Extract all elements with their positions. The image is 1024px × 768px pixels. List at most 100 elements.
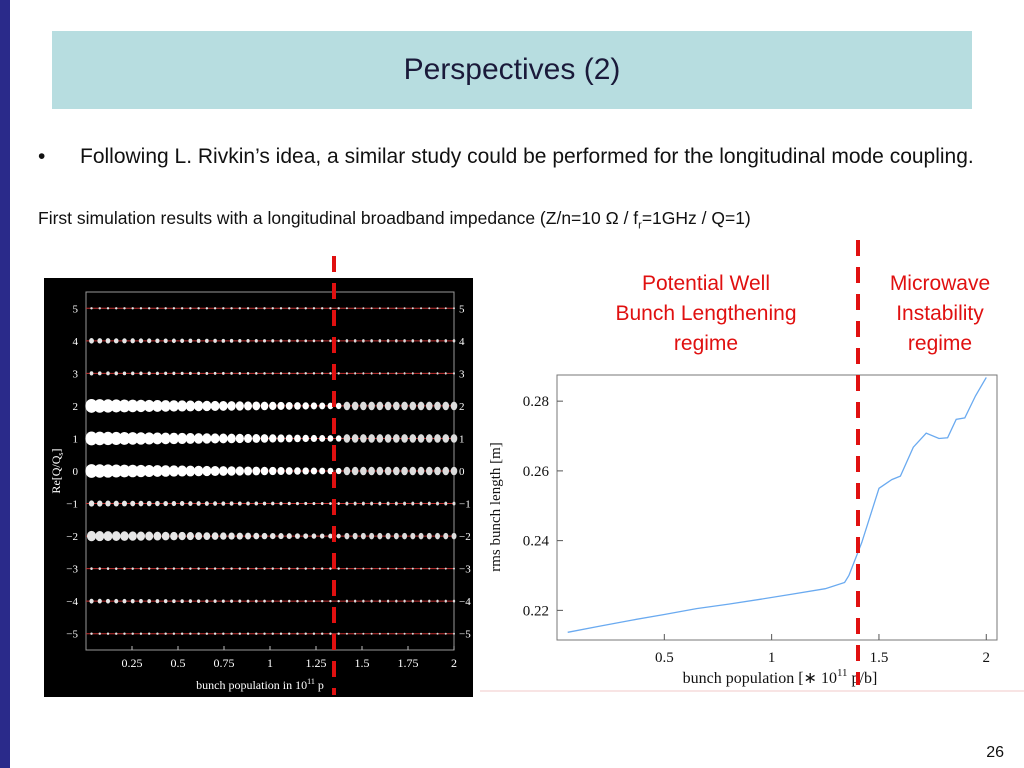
mode-dot: [221, 599, 225, 603]
mode-dot: [160, 465, 171, 477]
mode-dot: [263, 567, 266, 570]
mode-dot: [378, 307, 381, 310]
mode-dot: [295, 501, 299, 506]
mode-dot: [168, 400, 179, 412]
y-tick-label: −3: [66, 564, 78, 576]
mode-dot: [279, 307, 283, 310]
mode-dot: [319, 435, 326, 442]
mode-dot: [450, 401, 458, 411]
mode-dot: [197, 632, 200, 635]
simulation-description: First simulation results with a longitud…: [38, 208, 751, 232]
mode-dot: [90, 307, 93, 310]
mode-dot: [418, 532, 424, 540]
mode-dot: [263, 307, 266, 310]
mode-dot: [172, 567, 176, 570]
mode-dot: [97, 371, 102, 376]
mode-dot: [287, 501, 291, 506]
mode-dot: [213, 371, 217, 375]
y-tick-label: 0: [73, 466, 79, 478]
mode-dot: [435, 532, 440, 540]
mode-dot: [105, 500, 111, 507]
mode-dot: [189, 632, 192, 635]
mode-dot: [230, 371, 233, 375]
mode-dot: [411, 599, 414, 603]
mode-dot: [452, 599, 456, 603]
mode-dot: [229, 501, 234, 506]
x-tick-label: 0.75: [214, 656, 235, 670]
mode-dot: [210, 400, 220, 411]
mode-dot: [425, 401, 433, 411]
mode-dot: [156, 567, 159, 570]
mode-dot: [393, 401, 400, 411]
x-tick-label: 0.5: [655, 650, 674, 666]
mode-dot: [127, 432, 139, 445]
mode-dot: [452, 339, 456, 343]
mode-dot: [302, 467, 309, 475]
mode-dot: [277, 434, 285, 443]
mode-dot: [160, 432, 171, 445]
mode-dot: [329, 632, 332, 635]
mode-dot: [271, 339, 275, 343]
mode-dot: [345, 307, 348, 310]
y-tick-label-right: 2: [459, 401, 465, 413]
mode-dot: [370, 567, 373, 570]
mode-dot: [197, 371, 201, 375]
mode-dot: [370, 632, 373, 635]
mode-dot: [222, 307, 225, 310]
mode-dot: [296, 339, 299, 343]
mode-dot: [210, 465, 220, 477]
x-axis-label: bunch population [∗ 1011 p/b]: [683, 667, 878, 687]
mode-dot: [451, 532, 457, 540]
mode-dot: [277, 401, 285, 410]
mode-dot: [202, 465, 212, 477]
mode-dot: [294, 533, 300, 539]
mode-dot: [294, 467, 301, 475]
mode-dot: [130, 500, 136, 507]
mode-dot: [343, 434, 351, 443]
mode-dot: [362, 372, 365, 375]
mode-dot: [263, 339, 267, 343]
mode-dot: [246, 599, 250, 603]
mode-dot: [288, 567, 291, 570]
mode-dot: [395, 599, 398, 603]
mode-dot: [180, 567, 184, 570]
mode-dot: [228, 532, 235, 540]
page-number: 26: [986, 744, 1004, 761]
mode-dot: [303, 533, 309, 539]
mode-dot: [401, 434, 408, 443]
mode-dot: [312, 339, 316, 343]
mode-dot: [138, 500, 144, 507]
mode-dot: [185, 400, 196, 412]
mode-dot: [131, 567, 134, 570]
mode-dot: [203, 532, 211, 540]
mode-dot: [345, 632, 348, 635]
mode-dot: [395, 567, 398, 570]
mode-dot: [213, 307, 217, 310]
mode-dot: [196, 338, 201, 343]
mode-dot: [110, 431, 123, 445]
mode-dot: [202, 433, 212, 444]
mode-dot: [401, 466, 408, 476]
mode-dot: [197, 567, 200, 570]
mode-dot: [345, 599, 349, 603]
mode-dot: [172, 307, 176, 310]
mode-dot: [304, 372, 307, 375]
mode-dot: [279, 632, 283, 635]
mode-dot: [403, 307, 406, 310]
mode-dot: [337, 632, 340, 635]
mode-dot: [221, 338, 226, 343]
omega-symbol: Ω: [605, 208, 619, 228]
mode-dot: [409, 466, 417, 476]
mode-dot: [395, 372, 398, 375]
mode-dot: [252, 434, 261, 443]
mode-dot: [385, 532, 391, 540]
mode-dot: [444, 372, 447, 375]
mode-dot: [147, 599, 152, 604]
mode-dot: [425, 466, 433, 476]
mode-dot: [244, 401, 253, 411]
mode-dot: [269, 466, 277, 476]
mode-dot: [205, 371, 209, 375]
bullet-point: • Following L. Rivkin’s idea, a similar …: [38, 142, 998, 172]
mode-dot: [370, 372, 373, 375]
mode-dot: [453, 372, 455, 375]
